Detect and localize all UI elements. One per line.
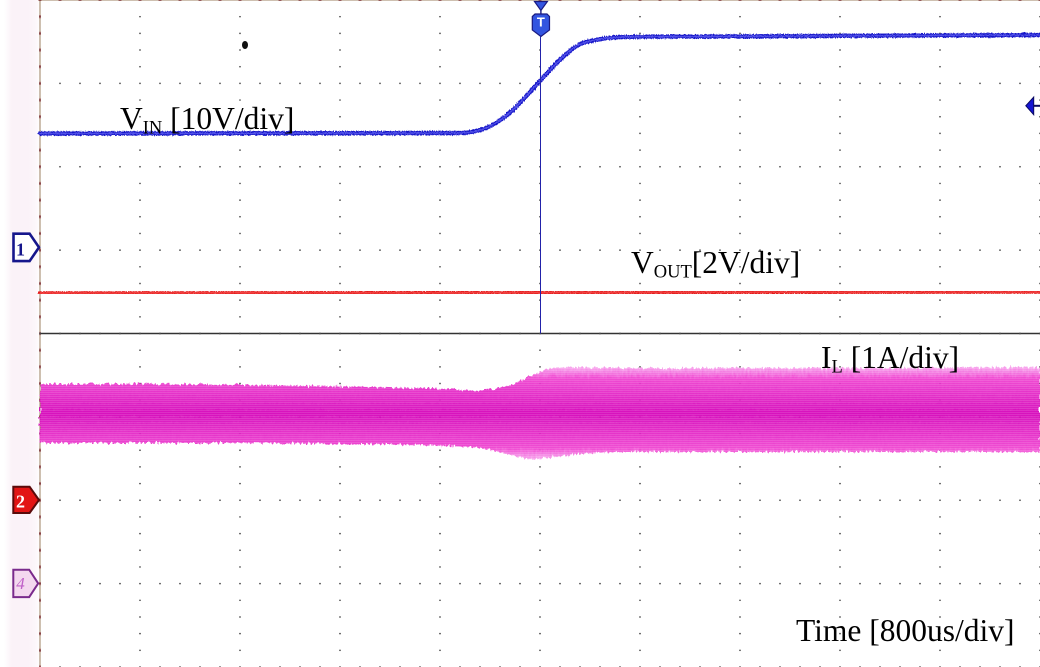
svg-text:1: 1	[16, 240, 25, 260]
svg-text:4: 4	[16, 574, 25, 593]
svg-text:T: T	[537, 15, 545, 30]
svg-text:2: 2	[16, 492, 25, 512]
